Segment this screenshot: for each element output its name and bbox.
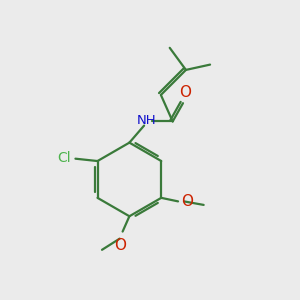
Text: NH: NH — [136, 114, 156, 127]
Text: O: O — [181, 194, 193, 208]
Text: Cl: Cl — [57, 151, 71, 165]
Text: O: O — [114, 238, 126, 253]
Text: O: O — [179, 85, 191, 100]
